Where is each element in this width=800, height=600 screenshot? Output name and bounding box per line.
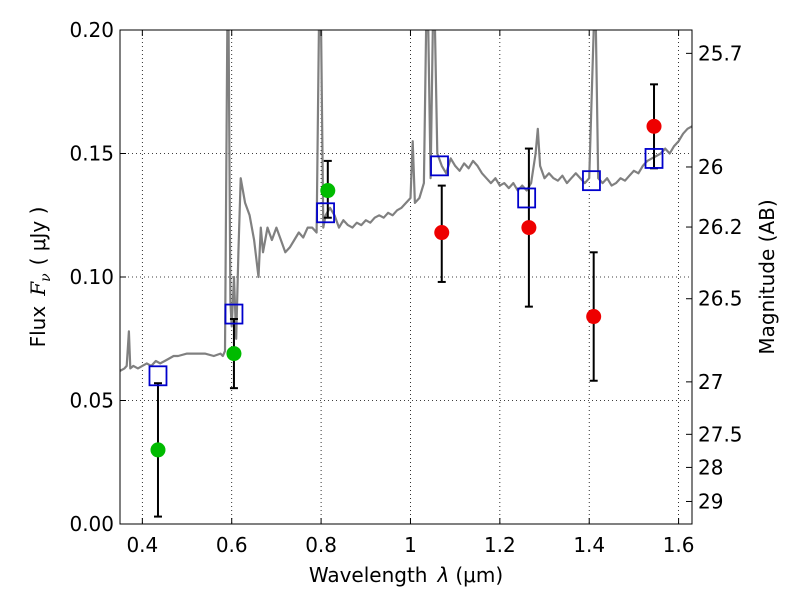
y2-tick-label: 29	[698, 489, 723, 513]
red-point	[586, 309, 602, 325]
y-tick-label: 0.15	[69, 142, 114, 166]
y-tick-label: 0.20	[69, 18, 114, 42]
y-axis-label: Flux Fν ( μJy )	[26, 207, 54, 348]
y-axis-label-text: Flux	[26, 306, 50, 348]
spectrum-layer	[120, 30, 692, 372]
y2-axis-label: Magnitude (AB)	[755, 199, 779, 354]
red-point	[434, 225, 450, 241]
y2-tick-label: 27.5	[698, 422, 743, 446]
x-tick-label: 0.6	[216, 533, 248, 557]
model-square-point	[430, 155, 449, 177]
red-point	[521, 220, 537, 236]
x-axis-label-unit: (μm)	[455, 563, 503, 587]
y-axis-label-unit: ( μJy )	[26, 207, 50, 266]
red-point	[646, 118, 662, 134]
grid-lines	[120, 29, 692, 525]
x-axis-label-text: Wavelength	[309, 563, 428, 587]
model-square-point	[644, 148, 664, 169]
y-tick-label: 0.00	[69, 512, 114, 536]
y2-tick-label: 25.7	[698, 41, 743, 65]
x-axis-label-symbol: λ	[437, 563, 450, 587]
green-point	[320, 183, 336, 199]
y-tick-label: 0.05	[69, 389, 114, 413]
x-tick-label: 1	[404, 533, 417, 557]
y-axis-label-symbol: F	[26, 281, 50, 297]
x-tick-label: 0.8	[305, 533, 337, 557]
x-tick-label: 0.4	[126, 533, 158, 557]
y-axis-label-subscript: ν	[38, 273, 54, 282]
model-square-point	[517, 187, 537, 209]
x-tick-label: 1.2	[484, 533, 516, 557]
y2-tick-label: 26	[698, 155, 723, 179]
model-points-layer	[148, 148, 664, 387]
model-square-point	[224, 303, 244, 325]
x-tick-label: 1.6	[663, 533, 695, 557]
y2-tick-label: 27	[698, 370, 723, 394]
green-point	[226, 346, 242, 362]
model-square-point	[148, 365, 168, 387]
model-square-point	[582, 170, 601, 192]
x-tick-label: 1.4	[573, 533, 605, 557]
y-tick-label: 0.10	[69, 265, 114, 289]
observed-points-layer	[150, 118, 662, 458]
green-point	[150, 442, 166, 458]
spectrum-line	[120, 30, 692, 372]
axis-ticks: 0.4 0.6 0.8 1 1.2 1.4 1.6 0.00 0.05 0.10 0.15 0.20 2…	[69, 18, 742, 557]
plot-frame	[119, 29, 693, 525]
y2-tick-label: 26.5	[698, 287, 743, 311]
y2-tick-label: 28	[698, 455, 723, 479]
model-square-point	[316, 202, 335, 224]
y2-tick-label: 26.2	[698, 215, 743, 239]
x-axis-label: Wavelength λ (μm)	[309, 563, 503, 587]
